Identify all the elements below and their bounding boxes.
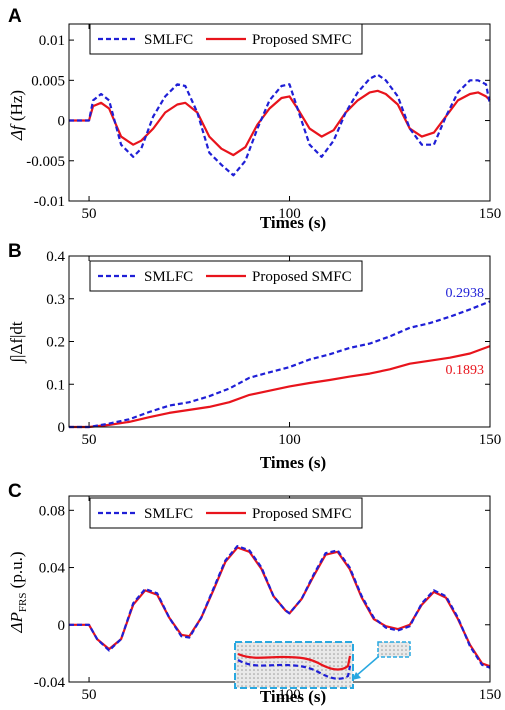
panel-c-xlabel: Times (s) (260, 687, 326, 706)
panel-b-ytick-label: 0.4 (46, 249, 65, 265)
panel-b-legend: SMLFC Proposed SMFC (89, 260, 363, 292)
panel-c-ytick-label: -0.04 (34, 675, 66, 691)
panel-a-xtick-label: 100 (278, 206, 301, 222)
panel-b-ytick-label: 0.2 (46, 335, 65, 351)
panel-a-ytick-label: 0 (58, 114, 66, 130)
panel-b-proposed-final-value: 0.1893 (446, 363, 485, 378)
panel-c-ylabel: ΔPFRS (p.u.) (7, 551, 29, 633)
panel-c-zoom-smlfc-line (237, 659, 352, 680)
panel-b-series-proposed (69, 345, 491, 429)
panel-c-zoom-inset (234, 641, 411, 689)
panel-b-xtick-label: 50 (82, 432, 97, 448)
panel-b-label: B (8, 241, 22, 262)
panel-c-zoom-arrowhead (352, 672, 361, 680)
panel-a-xtick-label: 150 (479, 206, 502, 222)
panel-a-series-smlfc (69, 73, 492, 177)
panel-b-legend-smlfc-label: SMLFC (144, 269, 193, 285)
panel-a-ytick-label: -0.01 (34, 194, 65, 210)
panel-c-zoom-source-box (377, 641, 411, 658)
panel-a-ylabel: Δf (Hz) (7, 90, 26, 141)
panel-b-ytick-label: 0.3 (46, 292, 65, 308)
panel-c-xtick-label: 150 (479, 687, 502, 703)
panel-b-series-smlfc (69, 300, 491, 429)
panel-c-legend-smlfc-label: SMLFC (144, 506, 193, 522)
panel-b-ytick-label: 0 (58, 420, 66, 436)
panel-b-legend-proposed-label: Proposed SMFC (252, 269, 352, 285)
panel-c-legend-proposed-label: Proposed SMFC (252, 506, 352, 522)
panel-c-ytick-label: 0 (58, 618, 66, 634)
panel-c-zoom-arrow (355, 656, 379, 677)
panel-a-legend-smlfc-label: SMLFC (144, 32, 193, 48)
panel-c-xtick-label: 100 (278, 687, 301, 703)
panel-c-legend: SMLFC Proposed SMFC (89, 497, 363, 529)
panel-c-ytick-label: 0.08 (39, 503, 65, 519)
panel-b-frame (68, 255, 491, 428)
panel-a-xlabel: Times (s) (260, 213, 326, 232)
panel-b-xlabel: Times (s) (260, 453, 326, 472)
panel-b-ylabel: ∫|Δf|dt (7, 321, 27, 364)
panel-a: A Δf (Hz) Times (s) 50 100 150 -0.01 -0.005 0… (7, 6, 501, 232)
panel-c-ytick-label: 0.04 (39, 561, 66, 577)
panel-c-xtick-label: 50 (82, 687, 97, 703)
panel-c-label: C (8, 481, 22, 502)
panel-b-xtick-label: 150 (479, 432, 502, 448)
panel-c-zoom-proposed-line (237, 652, 352, 671)
panel-c: C ΔPFRS (p.u.) Times (s) 50 100 150 -0.04 0 0… (7, 481, 501, 706)
panel-b-xtick-label: 100 (278, 432, 301, 448)
panel-a-ytick-label: 0.005 (31, 73, 65, 89)
panel-a-legend: SMLFC Proposed SMFC (89, 23, 363, 55)
panel-a-label: A (8, 6, 22, 27)
panel-b-ytick-label: 0.1 (46, 377, 65, 393)
panel-a-xtick-label: 50 (82, 206, 97, 222)
panel-a-series-proposed (69, 89, 491, 157)
panel-a-ytick-label: 0.01 (39, 33, 65, 49)
panel-b: B ∫|Δf|dt Times (s) 50 100 150 0 0.1 0.2 0.3 0.… (7, 241, 501, 472)
panel-b-smlfc-final-value: 0.2938 (446, 286, 485, 301)
panel-a-legend-proposed-label: Proposed SMFC (252, 32, 352, 48)
panel-a-ytick-label: -0.005 (26, 154, 65, 170)
